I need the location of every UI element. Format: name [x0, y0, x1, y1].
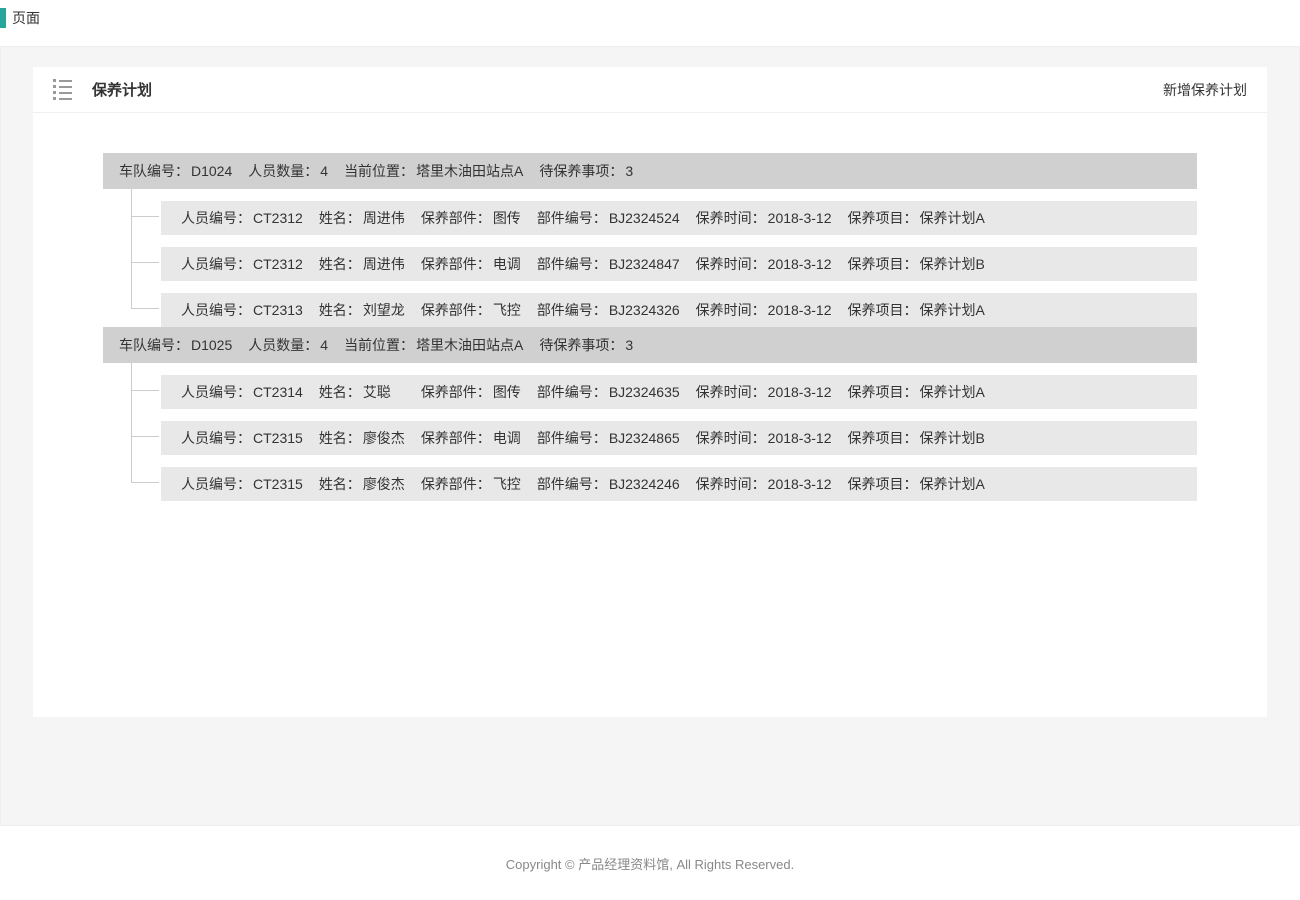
panel-title: 保养计划: [92, 79, 1163, 100]
name-field: 姓名：廖俊杰: [319, 474, 405, 494]
content-wrapper: 保养计划 新增保养计划 车队编号：D1024 人员数量：4 当前位置：塔里木油田…: [0, 46, 1300, 826]
fleet-id-field: 车队编号：D1024: [119, 161, 232, 181]
name-field: 姓名：廖俊杰: [319, 428, 405, 448]
person-id-field: 人员编号：CT2314: [181, 382, 303, 402]
task-row-wrapper: 人员编号：CT2313 姓名：刘望龙 保养部件：飞控 部件编号：BJ232432…: [123, 281, 1197, 327]
fleet-body: 人员编号：CT2314 姓名：艾聪 保养部件：图传 部件编号：BJ2324635…: [103, 363, 1197, 501]
breadcrumb-marker: [0, 8, 6, 28]
name-field: 姓名：周进伟: [319, 208, 405, 228]
breadcrumb: 页面: [0, 0, 1300, 36]
location-field: 当前位置：塔里木油田站点A: [344, 335, 523, 355]
project-field: 保养项目：保养计划B: [847, 428, 984, 448]
task-row-wrapper: 人员编号：CT2315 姓名：廖俊杰 保养部件：飞控 部件编号：BJ232424…: [123, 455, 1197, 501]
fleet-group: 车队编号：D1024 人员数量：4 当前位置：塔里木油田站点A 待保养事项：3 …: [103, 153, 1197, 327]
name-field: 姓名：艾聪: [319, 382, 405, 402]
task-row-wrapper: 人员编号：CT2314 姓名：艾聪 保养部件：图传 部件编号：BJ2324635…: [123, 363, 1197, 409]
part-id-field: 部件编号：BJ2324865: [537, 428, 680, 448]
project-field: 保养项目：保养计划A: [847, 208, 984, 228]
project-field: 保养项目：保养计划A: [847, 300, 984, 320]
breadcrumb-title: 页面: [12, 8, 40, 28]
time-field: 保养时间：2018-3-12: [696, 208, 832, 228]
fleet-header[interactable]: 车队编号：D1025 人员数量：4 当前位置：塔里木油田站点A 待保养事项：3: [103, 327, 1197, 363]
task-row[interactable]: 人员编号：CT2315 姓名：廖俊杰 保养部件：电调 部件编号：BJ232486…: [161, 421, 1197, 455]
fleet-header[interactable]: 车队编号：D1024 人员数量：4 当前位置：塔里木油田站点A 待保养事项：3: [103, 153, 1197, 189]
time-field: 保养时间：2018-3-12: [696, 382, 832, 402]
part-id-field: 部件编号：BJ2324246: [537, 474, 680, 494]
task-row-wrapper: 人员编号：CT2312 姓名：周进伟 保养部件：图传 部件编号：BJ232452…: [123, 189, 1197, 235]
time-field: 保养时间：2018-3-12: [696, 428, 832, 448]
part-id-field: 部件编号：BJ2324635: [537, 382, 680, 402]
part-id-field: 部件编号：BJ2324326: [537, 300, 680, 320]
part-field: 保养部件：电调: [421, 254, 521, 274]
name-field: 姓名：刘望龙: [319, 300, 405, 320]
tree-container: 车队编号：D1024 人员数量：4 当前位置：塔里木油田站点A 待保养事项：3 …: [33, 113, 1267, 521]
part-field: 保养部件：飞控: [421, 474, 521, 494]
main-panel: 保养计划 新增保养计划 车队编号：D1024 人员数量：4 当前位置：塔里木油田…: [33, 67, 1267, 717]
part-id-field: 部件编号：BJ2324524: [537, 208, 680, 228]
fleet-group: 车队编号：D1025 人员数量：4 当前位置：塔里木油田站点A 待保养事项：3 …: [103, 327, 1197, 501]
time-field: 保养时间：2018-3-12: [696, 474, 832, 494]
project-field: 保养项目：保养计划B: [847, 254, 984, 274]
name-field: 姓名：周进伟: [319, 254, 405, 274]
location-field: 当前位置：塔里木油田站点A: [344, 161, 523, 181]
list-icon: [53, 79, 72, 100]
panel-header: 保养计划 新增保养计划: [33, 67, 1267, 113]
person-count-field: 人员数量：4: [248, 335, 328, 355]
fleet-body: 人员编号：CT2312 姓名：周进伟 保养部件：图传 部件编号：BJ232452…: [103, 189, 1197, 327]
part-field: 保养部件：电调: [421, 428, 521, 448]
footer: Copyright © 产品经理资料馆, All Rights Reserved…: [0, 836, 1300, 891]
task-row-wrapper: 人员编号：CT2312 姓名：周进伟 保养部件：电调 部件编号：BJ232484…: [123, 235, 1197, 281]
person-id-field: 人员编号：CT2313: [181, 300, 303, 320]
project-field: 保养项目：保养计划A: [847, 474, 984, 494]
time-field: 保养时间：2018-3-12: [696, 254, 832, 274]
task-row[interactable]: 人员编号：CT2312 姓名：周进伟 保养部件：电调 部件编号：BJ232484…: [161, 247, 1197, 281]
task-row[interactable]: 人员编号：CT2314 姓名：艾聪 保养部件：图传 部件编号：BJ2324635…: [161, 375, 1197, 409]
part-field: 保养部件：图传: [421, 382, 521, 402]
add-plan-button[interactable]: 新增保养计划: [1163, 80, 1247, 100]
person-id-field: 人员编号：CT2312: [181, 254, 303, 274]
part-id-field: 部件编号：BJ2324847: [537, 254, 680, 274]
person-id-field: 人员编号：CT2312: [181, 208, 303, 228]
person-id-field: 人员编号：CT2315: [181, 428, 303, 448]
task-row[interactable]: 人员编号：CT2315 姓名：廖俊杰 保养部件：飞控 部件编号：BJ232424…: [161, 467, 1197, 501]
part-field: 保养部件：飞控: [421, 300, 521, 320]
pending-field: 待保养事项：3: [539, 335, 633, 355]
task-row[interactable]: 人员编号：CT2312 姓名：周进伟 保养部件：图传 部件编号：BJ232452…: [161, 201, 1197, 235]
person-count-field: 人员数量：4: [248, 161, 328, 181]
part-field: 保养部件：图传: [421, 208, 521, 228]
fleet-id-field: 车队编号：D1025: [119, 335, 232, 355]
time-field: 保养时间：2018-3-12: [696, 300, 832, 320]
person-id-field: 人员编号：CT2315: [181, 474, 303, 494]
copyright-text: Copyright © 产品经理资料馆, All Rights Reserved…: [506, 857, 794, 872]
task-row-wrapper: 人员编号：CT2315 姓名：廖俊杰 保养部件：电调 部件编号：BJ232486…: [123, 409, 1197, 455]
pending-field: 待保养事项：3: [539, 161, 633, 181]
task-row[interactable]: 人员编号：CT2313 姓名：刘望龙 保养部件：飞控 部件编号：BJ232432…: [161, 293, 1197, 327]
project-field: 保养项目：保养计划A: [847, 382, 984, 402]
